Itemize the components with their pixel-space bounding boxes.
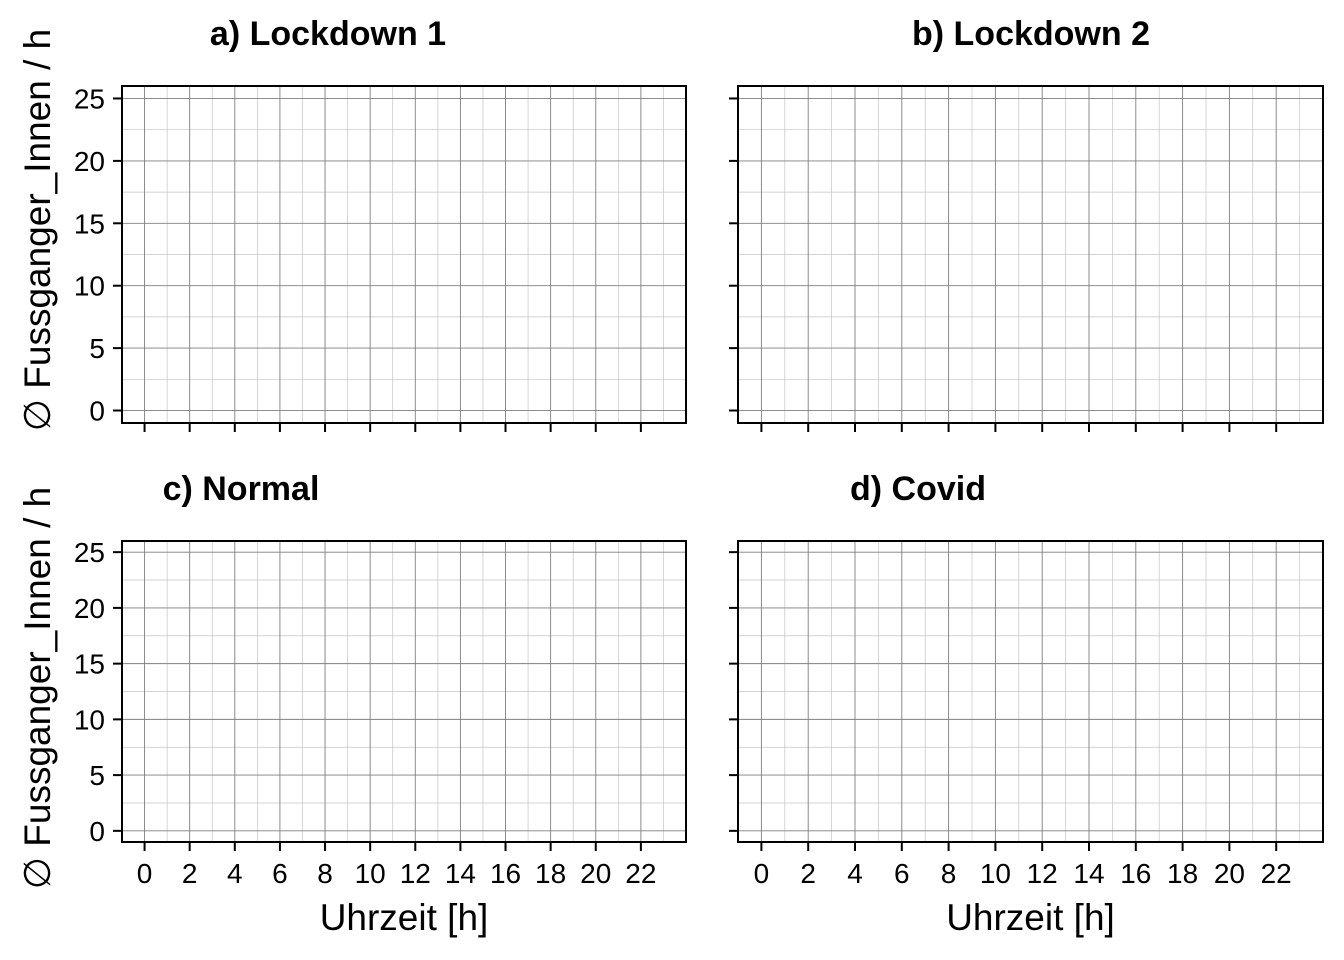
panel-title: b) Lockdown 2 (912, 15, 1150, 53)
x-tick-label: 22 (625, 858, 656, 889)
y-tick-label: 0 (89, 816, 105, 847)
x-tick-label: 10 (355, 858, 386, 889)
panel-title: d) Covid (850, 470, 986, 508)
x-tick-label: 18 (535, 858, 566, 889)
x-tick-label: 16 (490, 858, 521, 889)
x-tick-label: 14 (445, 858, 476, 889)
panel-title: a) Lockdown 1 (210, 15, 446, 53)
x-tick-label: 6 (272, 858, 288, 889)
plot-frame (121, 540, 687, 843)
x-axis-label: Uhrzeit [h] (320, 897, 489, 938)
x-axis-label: Uhrzeit [h] (946, 897, 1115, 938)
y-tick-label: 25 (74, 83, 105, 114)
plot-frame (737, 540, 1324, 843)
x-tick-label: 2 (182, 858, 198, 889)
x-tick-label: 0 (137, 858, 153, 889)
x-tick-label: 8 (317, 858, 333, 889)
x-tick-label: 18 (1167, 858, 1198, 889)
panel-4: 0 2 4 6 8 10 12 14 16 18 20 22 d) Covid Uhrzeit [h] (729, 470, 1324, 938)
x-tick-label: 4 (847, 858, 863, 889)
panel-title: c) Normal (163, 470, 320, 508)
y-tick-label: 25 (74, 537, 105, 568)
panel-2: b) Lockdown 2 (729, 15, 1324, 432)
x-tick-label: 20 (1214, 858, 1245, 889)
y-tick-label: 15 (74, 649, 105, 680)
plot-frame (121, 85, 687, 424)
x-tick-label: 12 (400, 858, 431, 889)
y-tick-label: 10 (74, 704, 105, 735)
y-axis-label-bottom: ∅ Fussganger_Innen / h (17, 487, 58, 889)
x-tick-label: 10 (980, 858, 1011, 889)
y-tick-label: 0 (89, 396, 105, 427)
y-tick-label: 10 (74, 271, 105, 302)
y-tick-label: 15 (74, 208, 105, 239)
x-tick-label: 22 (1261, 858, 1292, 889)
panel-1: 0 5 10 15 20 25 a) Lockdown 1 (74, 15, 687, 432)
x-tick-label: 6 (894, 858, 910, 889)
x-tick-label: 20 (580, 858, 611, 889)
y-axis-label-top: ∅ Fussganger_Innen / h (17, 29, 58, 431)
y-tick-label: 20 (74, 593, 105, 624)
x-tick-label: 16 (1120, 858, 1151, 889)
x-tick-label: 14 (1073, 858, 1104, 889)
x-tick-label: 8 (941, 858, 957, 889)
x-tick-label: 12 (1027, 858, 1058, 889)
x-tick-label: 4 (227, 858, 243, 889)
x-tick-label: 2 (800, 858, 816, 889)
x-tick-label: 0 (754, 858, 770, 889)
y-tick-label: 20 (74, 146, 105, 177)
y-tick-label: 5 (89, 760, 105, 791)
y-tick-label: 5 (89, 333, 105, 364)
plot-frame (737, 85, 1324, 424)
